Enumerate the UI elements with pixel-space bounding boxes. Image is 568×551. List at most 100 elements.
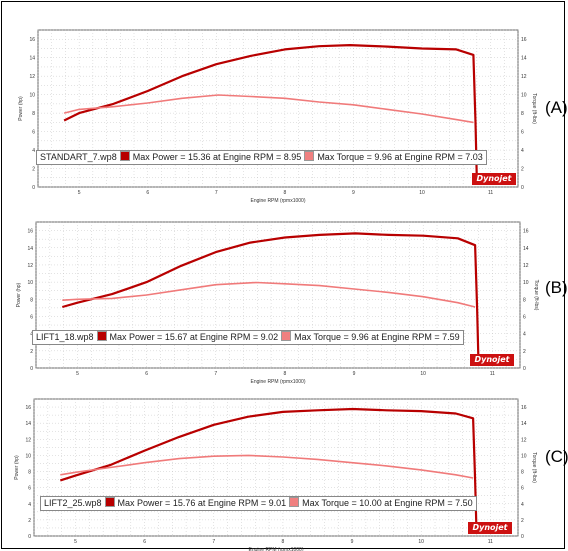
- y-tick-label-left: 2: [32, 167, 35, 173]
- y-tick-label-right: 12: [523, 263, 529, 269]
- y-tick-label-left: 6: [28, 486, 31, 492]
- legend-torque-swatch-b: [281, 331, 292, 341]
- y-tick-label-right: 0: [523, 366, 526, 372]
- x-tick-label: 5: [74, 539, 77, 545]
- y-tick-label-left: 4: [32, 148, 35, 154]
- legend-torque-b: Max Torque = 9.96 at Engine RPM = 7.59: [294, 332, 460, 342]
- legend-power-swatch-a: [119, 151, 130, 161]
- y-axis-label-left: Power (hp): [16, 282, 22, 307]
- y-tick-label-right: 6: [521, 130, 524, 136]
- x-tick-label: 6: [143, 539, 146, 545]
- y-tick-label-right: 8: [523, 297, 526, 303]
- y-tick-label-right: 14: [521, 421, 527, 427]
- y-tick-label-left: 16: [27, 229, 33, 235]
- y-axis-label-left: Power (hp): [18, 96, 24, 121]
- legend-power-swatch-b: [96, 331, 107, 341]
- legend-b: LIFT1_18.wp8 Max Power = 15.67 at Engine …: [32, 330, 464, 345]
- legend-file-c: LIFT2_25.wp8: [44, 498, 102, 508]
- legend-file-a: STANDART_7.wp8: [40, 152, 117, 162]
- y-tick-label-right: 6: [523, 314, 526, 320]
- dynojet-logo-c: Dynojet: [468, 522, 512, 534]
- panel-label-b: (B): [545, 278, 568, 297]
- x-axis-label: Engine RPM (rpmx1000): [250, 379, 305, 385]
- x-tick-label: 7: [215, 190, 218, 196]
- y-tick-label-right: 4: [521, 502, 524, 508]
- legend-power-swatch-c: [104, 497, 115, 507]
- y-tick-label-right: 2: [521, 518, 524, 524]
- y-tick-label-left: 0: [32, 185, 35, 191]
- x-axis-label: Engine RPM (rpmx1000): [250, 198, 305, 204]
- y-tick-label-right: 16: [521, 37, 527, 43]
- legend-power-b: Max Power = 15.67 at Engine RPM = 9.02: [109, 332, 279, 342]
- series-line-torque: [63, 94, 474, 124]
- y-tick-label-right: 12: [521, 74, 527, 80]
- y-tick-label-left: 14: [27, 246, 33, 252]
- panel-b: 5 6 7 8 9 10 11 0 0 2 2 4 4 6 6 8 8 10 10 12 12 14 14 16 16 Engin…: [0, 210, 568, 385]
- panel-c: 5 6 7 8 9 10 11 0 0 2 2 4 4 6 6 8 8 10 10 12 12 14 14 16 16 Engin…: [0, 385, 568, 551]
- y-tick-label-left: 16: [29, 37, 35, 43]
- y-tick-label-right: 10: [521, 93, 527, 99]
- legend-torque-swatch-c: [289, 497, 300, 507]
- y-tick-label-left: 12: [27, 263, 33, 269]
- y-tick-label-left: 2: [28, 518, 31, 524]
- y-tick-label-right: 8: [521, 111, 524, 117]
- y-tick-label-left: 10: [27, 280, 33, 286]
- y-axis-label-right: Torque (ft-lbs): [531, 452, 537, 483]
- y-tick-label-left: 14: [29, 56, 35, 62]
- series-line-power: [62, 232, 480, 364]
- series-line-torque: [60, 454, 474, 479]
- y-tick-label-left: 0: [30, 366, 33, 372]
- y-tick-label-left: 4: [28, 502, 31, 508]
- x-tick-label: 5: [78, 190, 81, 196]
- x-tick-label: 10: [419, 190, 425, 196]
- x-tick-label: 11: [488, 190, 493, 196]
- legend-c: LIFT2_25.wp8 Max Power = 15.76 at Engine …: [40, 496, 477, 511]
- y-tick-label-left: 14: [25, 421, 31, 427]
- legend-torque-c: Max Torque = 10.00 at Engine RPM = 7.50: [302, 498, 473, 508]
- y-tick-label-left: 2: [30, 349, 33, 355]
- x-tick-label: 8: [283, 190, 286, 196]
- legend-torque-swatch-a: [304, 151, 315, 161]
- x-tick-label: 11: [488, 539, 493, 545]
- x-tick-label: 9: [351, 539, 354, 545]
- y-tick-label-left: 6: [32, 130, 35, 136]
- legend-torque-a: Max Torque = 9.96 at Engine RPM = 7.03: [317, 152, 483, 162]
- y-tick-label-right: 12: [521, 437, 527, 443]
- y-tick-label-right: 4: [523, 332, 526, 338]
- series-line-power: [59, 407, 478, 533]
- series-line-power: [63, 43, 478, 183]
- x-tick-label: 9: [352, 190, 355, 196]
- y-tick-label-left: 12: [29, 74, 35, 80]
- series-line-torque: [62, 281, 476, 308]
- panel-label-a: (A): [545, 98, 568, 117]
- y-tick-label-left: 0: [28, 534, 31, 540]
- y-tick-label-left: 10: [29, 93, 35, 99]
- x-tick-label: 8: [282, 539, 285, 545]
- x-tick-label: 5: [76, 371, 79, 377]
- dynojet-logo-a: Dynojet: [472, 173, 516, 185]
- panel-a: 5 6 7 8 9 10 11 0 0 2 2 4 4 6 6 8 8 10 10 12 12 14 14 16 16 Engin…: [0, 0, 568, 204]
- legend-a: STANDART_7.wp8 Max Power = 15.36 at Engin…: [36, 150, 487, 165]
- x-tick-label: 7: [212, 539, 215, 545]
- y-tick-label-right: 8: [521, 470, 524, 476]
- legend-file-b: LIFT1_18.wp8: [36, 332, 94, 342]
- y-tick-label-right: 10: [523, 280, 529, 286]
- y-tick-label-left: 10: [25, 453, 31, 459]
- y-tick-label-right: 14: [521, 56, 527, 62]
- y-tick-label-left: 4: [30, 332, 33, 338]
- y-tick-label-left: 12: [25, 437, 31, 443]
- x-tick-label: 8: [284, 371, 287, 377]
- y-tick-label-left: 8: [32, 111, 35, 117]
- y-tick-label-right: 14: [523, 246, 529, 252]
- y-tick-label-right: 2: [523, 349, 526, 355]
- x-axis-label: Engine RPM (rpmx1000): [248, 547, 303, 551]
- y-axis-label-left: Power (hp): [14, 455, 20, 480]
- y-tick-label-right: 0: [521, 534, 524, 540]
- y-tick-label-right: 16: [523, 229, 529, 235]
- dynojet-logo-b: Dynojet: [470, 354, 514, 366]
- panel-label-c: (C): [545, 447, 568, 466]
- legend-power-c: Max Power = 15.76 at Engine RPM = 9.01: [117, 498, 287, 508]
- y-tick-label-right: 10: [521, 453, 527, 459]
- x-tick-label: 9: [353, 371, 356, 377]
- chart-c-svg: 5 6 7 8 9 10 11 0 0 2 2 4 4 6 6 8 8 10 10 12 12 14 14 16 16 Engin…: [14, 398, 537, 551]
